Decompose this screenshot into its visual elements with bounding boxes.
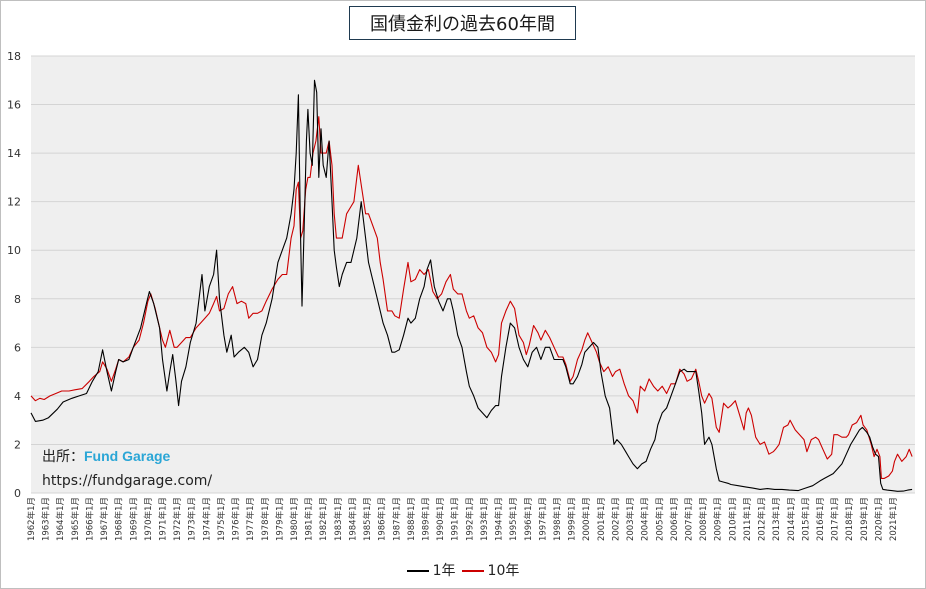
- series-lines: [30, 79, 913, 492]
- x-tick-label: 1997年1月: [537, 497, 548, 541]
- x-tick-label: 2019年1月: [859, 497, 870, 541]
- gridlines: [31, 55, 915, 494]
- x-tick-label: 2002年1月: [610, 497, 621, 541]
- x-tick-label: 1969年1月: [128, 497, 139, 541]
- x-tick-label: 1987年1月: [391, 497, 402, 541]
- x-tick-label: 1965年1月: [70, 497, 81, 541]
- x-tick-label: 2003年1月: [625, 497, 636, 541]
- x-tick-label: 1988年1月: [406, 497, 417, 541]
- x-tick-label: 2013年1月: [771, 497, 782, 541]
- x-tick-label: 1989年1月: [421, 497, 432, 541]
- x-tick-label: 2020年1月: [873, 497, 884, 541]
- x-tick-label: 2012年1月: [757, 497, 768, 541]
- x-tick-label: 1993年1月: [479, 497, 490, 541]
- legend-swatch-1y: [406, 569, 429, 572]
- chart-title: 国債金利の過去60年間: [349, 6, 576, 40]
- x-tick-label: 1999年1月: [567, 497, 578, 541]
- x-tick-label: 2010年1月: [727, 497, 738, 541]
- x-tick-label: 1967年1月: [99, 497, 110, 541]
- x-tick-label: 1992年1月: [464, 497, 475, 541]
- x-tick-label: 1980年1月: [289, 497, 300, 541]
- x-tick-label: 1985年1月: [362, 497, 373, 541]
- series-line-10y: [30, 116, 913, 479]
- x-axis-tick-labels: 1962年1月 1963年1月 1964年1月 1965年1月 1966年1月 1967年…: [26, 497, 899, 541]
- x-tick-label: 2006年1月: [669, 497, 680, 541]
- x-tick-label: 1964年1月: [55, 497, 66, 541]
- source-watermark: 出所：Fund Garage https://fundgarage.com/: [42, 444, 212, 493]
- x-tick-label: 2014年1月: [786, 497, 797, 541]
- y-tick-label: 0: [14, 487, 21, 500]
- x-tick-label: 2000年1月: [581, 497, 592, 541]
- y-tick-label: 6: [14, 341, 21, 354]
- legend-item-10y: 10年: [461, 560, 520, 580]
- x-tick-label: 1962年1月: [26, 497, 37, 541]
- x-tick-label: 1995年1月: [508, 497, 519, 541]
- y-tick-label: 18: [7, 50, 21, 63]
- x-tick-label: 2004年1月: [640, 497, 651, 541]
- y-tick-label: 10: [7, 244, 21, 257]
- x-tick-label: 1991年1月: [450, 497, 461, 541]
- y-tick-label: 16: [7, 99, 21, 112]
- x-tick-label: 1998年1月: [552, 497, 563, 541]
- source-url: https://fundgarage.com/: [42, 473, 213, 489]
- x-tick-label: 2009年1月: [713, 497, 724, 541]
- x-tick-label: 1976年1月: [231, 497, 242, 541]
- x-tick-label: 1975年1月: [216, 497, 227, 541]
- y-tick-label: 2: [14, 438, 21, 451]
- source-label: 出所：: [42, 449, 84, 465]
- legend-label-1y: 1年: [432, 563, 456, 579]
- series-line-1y: [30, 79, 913, 492]
- x-tick-label: 2017年1月: [830, 497, 841, 541]
- y-axis-tick-labels: 0 2 4 6 8 10 12 14 16 18: [7, 50, 21, 500]
- chart-legend: 1年 10年: [0, 560, 926, 580]
- x-tick-label: 2016年1月: [815, 497, 826, 541]
- x-tick-label: 1994年1月: [494, 497, 505, 541]
- x-tick-label: 2015年1月: [800, 497, 811, 541]
- legend-item-1y: 1年: [406, 560, 456, 580]
- x-tick-label: 1996年1月: [523, 497, 534, 541]
- legend-label-10y: 10年: [487, 563, 520, 579]
- x-tick-label: 1966年1月: [84, 497, 95, 541]
- x-tick-label: 1979年1月: [274, 497, 285, 541]
- y-tick-label: 4: [14, 390, 21, 403]
- x-tick-label: 1970年1月: [143, 497, 154, 541]
- x-tick-label: 1982年1月: [318, 497, 329, 541]
- x-tick-label: 2001年1月: [596, 497, 607, 541]
- x-tick-label: 1973年1月: [187, 497, 198, 541]
- y-tick-label: 12: [7, 196, 21, 209]
- x-tick-label: 1981年1月: [304, 497, 315, 541]
- x-tick-label: 1963年1月: [41, 497, 52, 541]
- x-tick-label: 2008年1月: [698, 497, 709, 541]
- x-tick-label: 2007年1月: [684, 497, 695, 541]
- plot-area: [31, 56, 915, 493]
- y-tick-label: 8: [14, 293, 21, 306]
- x-tick-label: 1984年1月: [347, 497, 358, 541]
- x-tick-label: 1977年1月: [245, 497, 256, 541]
- x-tick-label: 1968年1月: [114, 497, 125, 541]
- x-tick-label: 1986年1月: [377, 497, 388, 541]
- x-tick-label: 2018年1月: [844, 497, 855, 541]
- x-tick-label: 1983年1月: [333, 497, 344, 541]
- y-tick-label: 14: [7, 147, 21, 160]
- x-tick-label: 1972年1月: [172, 497, 183, 541]
- x-tick-label: 1978年1月: [260, 497, 271, 541]
- legend-swatch-10y: [461, 569, 484, 572]
- x-tick-label: 2005年1月: [654, 497, 665, 541]
- x-tick-label: 2021年1月: [888, 497, 899, 541]
- x-tick-label: 1990年1月: [435, 497, 446, 541]
- source-line: 出所：Fund Garage: [42, 444, 212, 469]
- x-tick-label: 1971年1月: [158, 497, 169, 541]
- brand-name: Fund Garage: [84, 448, 171, 464]
- x-tick-label: 2011年1月: [742, 497, 753, 541]
- x-tick-label: 1974年1月: [201, 497, 212, 541]
